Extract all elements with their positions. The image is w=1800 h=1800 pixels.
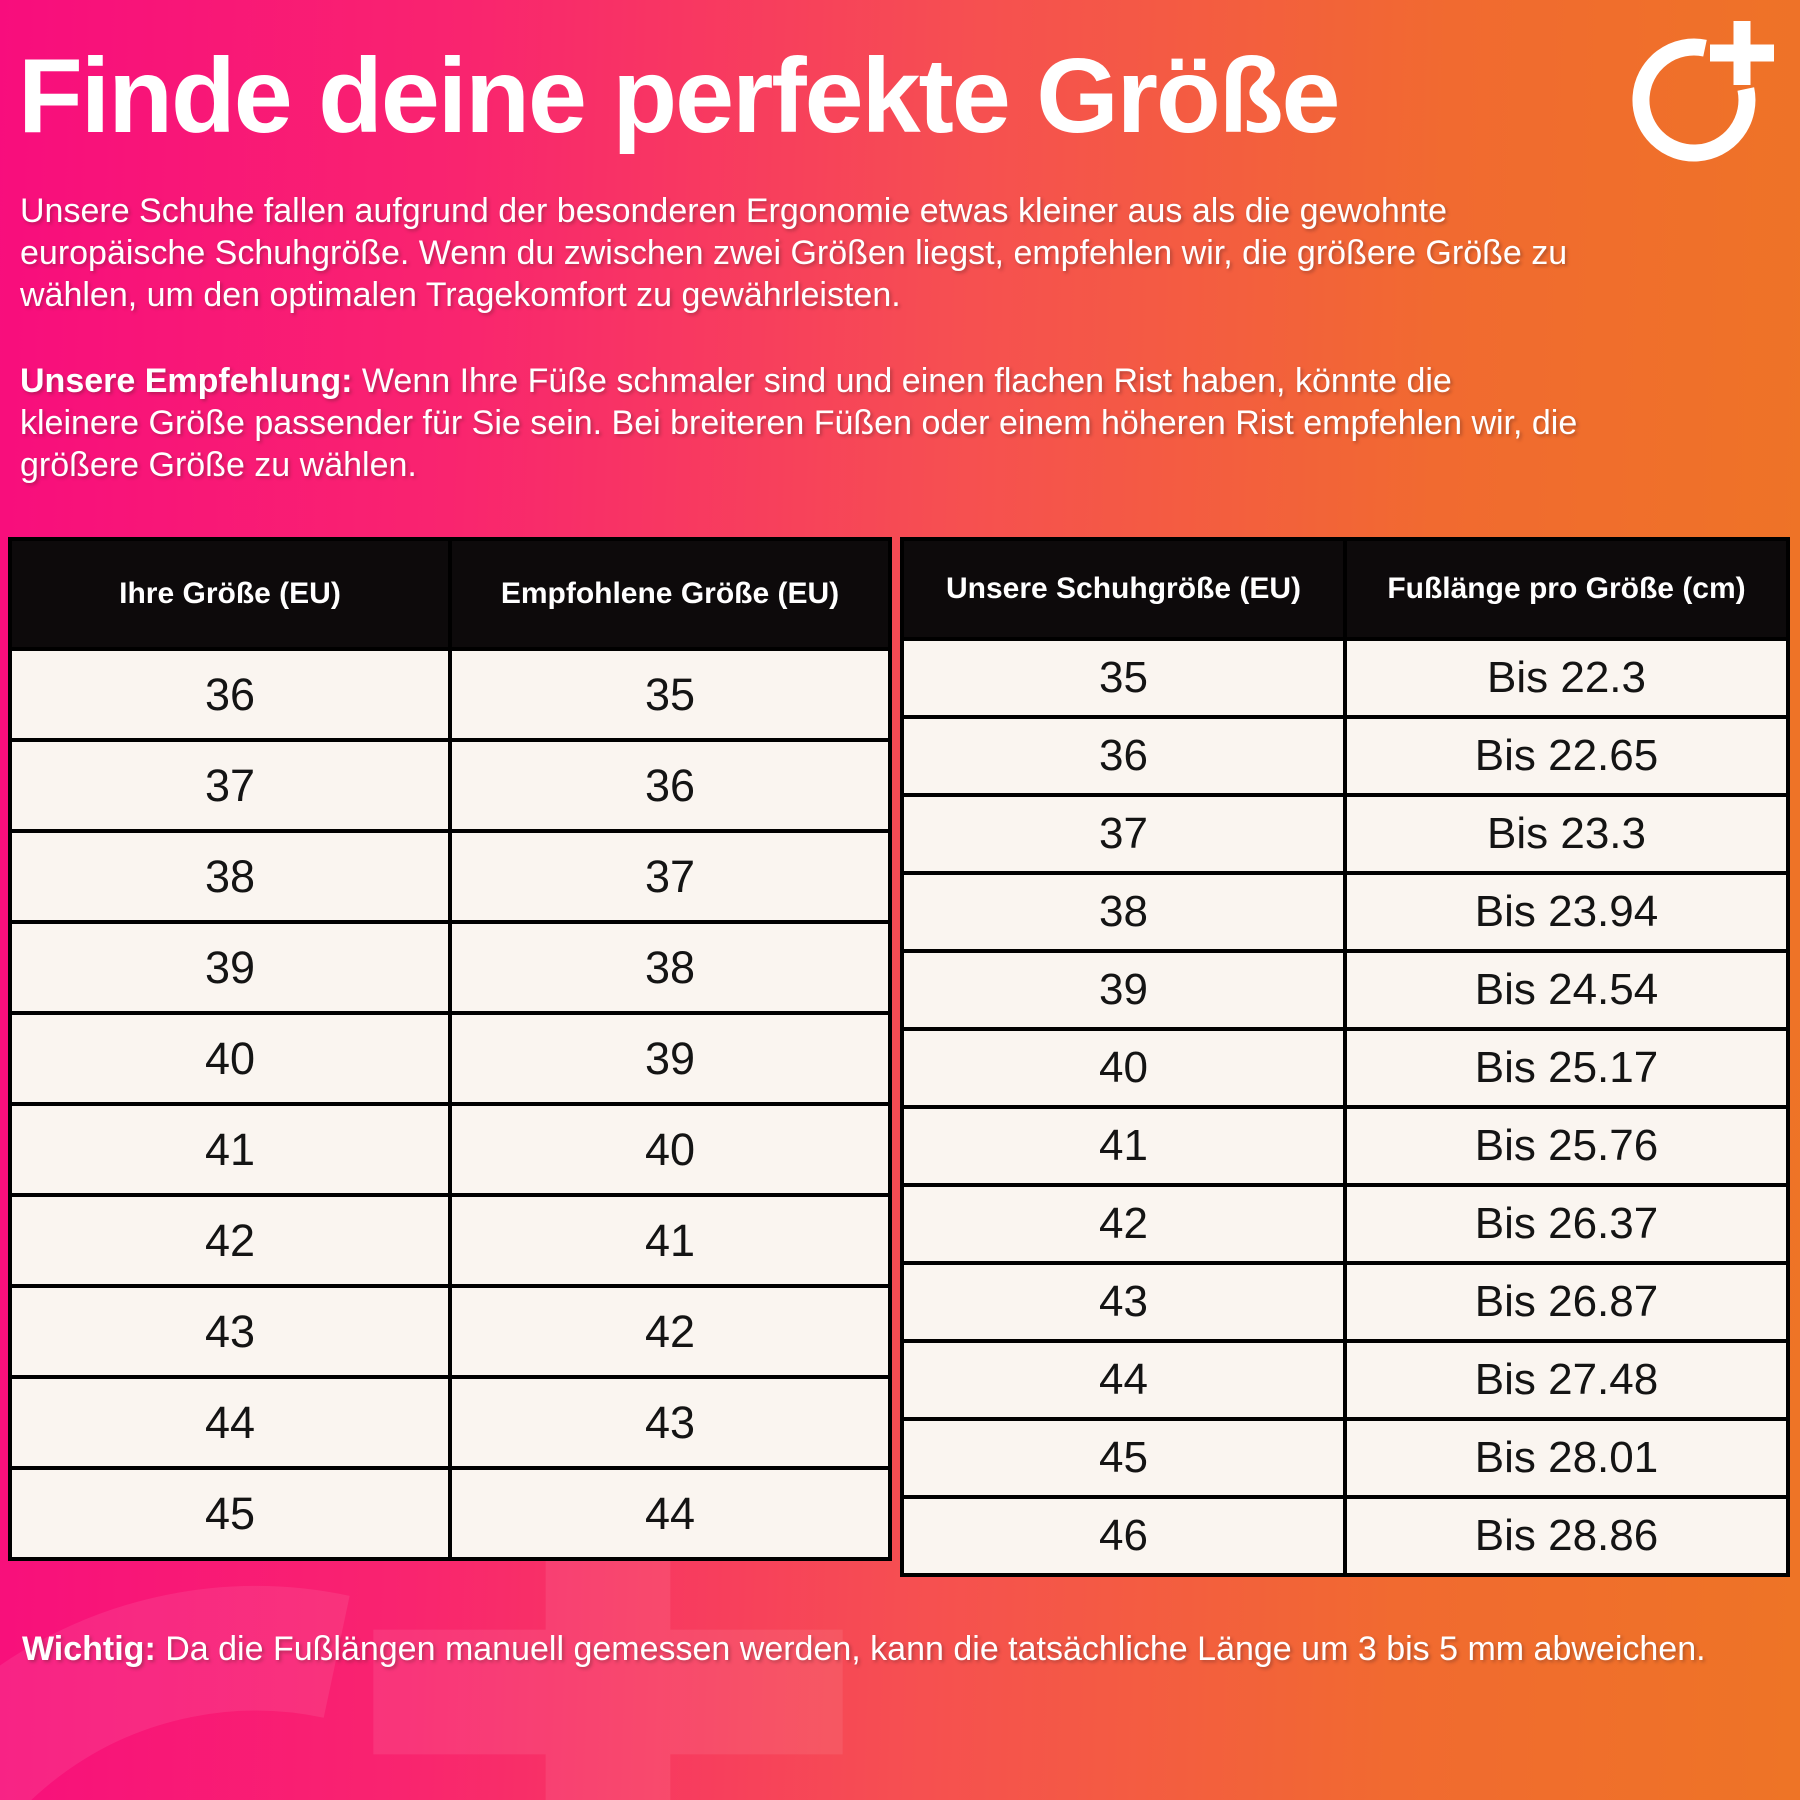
page-title: Finde deine perfekte Größe [18, 37, 1340, 155]
table-cell: 37 [900, 793, 1347, 875]
table-cell: 38 [900, 871, 1347, 953]
table-cell: 41 [900, 1105, 1347, 1187]
table-cell: 37 [8, 738, 452, 833]
table-cell: 36 [8, 647, 452, 742]
table-cell: 35 [900, 637, 1347, 719]
table-row: 37 Bis 23.3 [900, 793, 1790, 875]
table-row: 41 Bis 25.76 [900, 1105, 1790, 1187]
table-cell: Bis 26.87 [1343, 1261, 1790, 1343]
table-row: 41 40 [8, 1102, 892, 1197]
column-header: Fußlänge pro Größe (cm) [1343, 537, 1790, 641]
table-cell: 42 [900, 1183, 1347, 1265]
note-label: Wichtig: [22, 1630, 156, 1668]
table-cell: 39 [8, 920, 452, 1015]
table-cell: 38 [8, 829, 452, 924]
table-row: 38 Bis 23.94 [900, 871, 1790, 953]
table-cell: 41 [448, 1193, 892, 1288]
table-row: 43 Bis 26.87 [900, 1261, 1790, 1343]
table-row: 46 Bis 28.86 [900, 1495, 1790, 1577]
table-cell: 39 [448, 1011, 892, 1106]
table-header-row: Unsere Schuhgröße (EU) Fußlänge pro Größe… [900, 537, 1790, 641]
table-cell: Bis 27.48 [1343, 1339, 1790, 1421]
table-cell: 46 [900, 1495, 1347, 1577]
table-cell: 43 [8, 1284, 452, 1379]
table-cell: 42 [8, 1193, 452, 1288]
table-cell: 41 [8, 1102, 452, 1197]
table-row: 40 Bis 25.17 [900, 1027, 1790, 1109]
table-row: 37 36 [8, 738, 892, 833]
table-row: 40 39 [8, 1011, 892, 1106]
table-cell: 44 [900, 1339, 1347, 1421]
column-header: Empfohlene Größe (EU) [448, 537, 892, 651]
column-header: Ihre Größe (EU) [8, 537, 452, 651]
table-cell: 39 [900, 949, 1347, 1031]
table-cell: Bis 26.37 [1343, 1183, 1790, 1265]
table-row: 39 Bis 24.54 [900, 949, 1790, 1031]
table-cell: 40 [8, 1011, 452, 1106]
table-cell: 40 [448, 1102, 892, 1197]
note-paragraph: Wichtig: Da die Fußlängen manuell gemess… [22, 1628, 1762, 1670]
brand-logo-icon [1632, 21, 1774, 162]
table-cell: Bis 28.86 [1343, 1495, 1790, 1577]
foot-length-table: Unsere Schuhgröße (EU) Fußlänge pro Größe… [900, 537, 1790, 1577]
table-row: 38 37 [8, 829, 892, 924]
table-cell: 38 [448, 920, 892, 1015]
recommendation-paragraph: Unsere Empfehlung: Wenn Ihre Füße schmal… [20, 360, 1580, 486]
table-body: 36 35 37 36 38 37 39 38 40 39 41 40 42 41 43 42 44 43 45 44 [8, 647, 892, 1561]
table-cell: 45 [8, 1466, 452, 1561]
table-cell: Bis 28.01 [1343, 1417, 1790, 1499]
table-row: 42 41 [8, 1193, 892, 1288]
table-row: 42 Bis 26.37 [900, 1183, 1790, 1265]
table-cell: 36 [448, 738, 892, 833]
table-row: 36 35 [8, 647, 892, 742]
table-row: 36 Bis 22.65 [900, 715, 1790, 797]
table-cell: Bis 23.94 [1343, 871, 1790, 953]
table-row: 35 Bis 22.3 [900, 637, 1790, 719]
table-row: 43 42 [8, 1284, 892, 1379]
table-cell: 43 [900, 1261, 1347, 1343]
table-cell: 37 [448, 829, 892, 924]
table-cell: Bis 23.3 [1343, 793, 1790, 875]
table-cell: Bis 25.76 [1343, 1105, 1790, 1187]
table-row: 44 43 [8, 1375, 892, 1470]
table-cell: 36 [900, 715, 1347, 797]
table-cell: Bis 24.54 [1343, 949, 1790, 1031]
table-row: 39 38 [8, 920, 892, 1015]
table-row: 44 Bis 27.48 [900, 1339, 1790, 1421]
size-conversion-table: Ihre Größe (EU) Empfohlene Größe (EU) 36 3… [8, 537, 892, 1561]
table-row: 45 Bis 28.01 [900, 1417, 1790, 1499]
table-header-row: Ihre Größe (EU) Empfohlene Größe (EU) [8, 537, 892, 651]
table-cell: 43 [448, 1375, 892, 1470]
table-cell: Bis 22.3 [1343, 637, 1790, 719]
table-row: 45 44 [8, 1466, 892, 1561]
table-cell: 44 [448, 1466, 892, 1561]
table-cell: 45 [900, 1417, 1347, 1499]
table-cell: 44 [8, 1375, 452, 1470]
recommendation-label: Unsere Empfehlung: [20, 362, 353, 400]
table-cell: 40 [900, 1027, 1347, 1109]
intro-text: Unsere Schuhe fallen aufgrund der besond… [20, 192, 1568, 315]
column-header: Unsere Schuhgröße (EU) [900, 537, 1347, 641]
recommendation-body: Wenn Ihre Füße schmaler sind und einen f… [20, 362, 1578, 485]
table-cell: Bis 22.65 [1343, 715, 1790, 797]
note-body: Da die Fußlängen manuell gemessen werden… [155, 1630, 1706, 1668]
table-cell: 42 [448, 1284, 892, 1379]
table-body: 35 Bis 22.3 36 Bis 22.65 37 Bis 23.3 38 Bis 23.… [900, 637, 1790, 1577]
table-cell: Bis 25.17 [1343, 1027, 1790, 1109]
table-cell: 35 [448, 647, 892, 742]
